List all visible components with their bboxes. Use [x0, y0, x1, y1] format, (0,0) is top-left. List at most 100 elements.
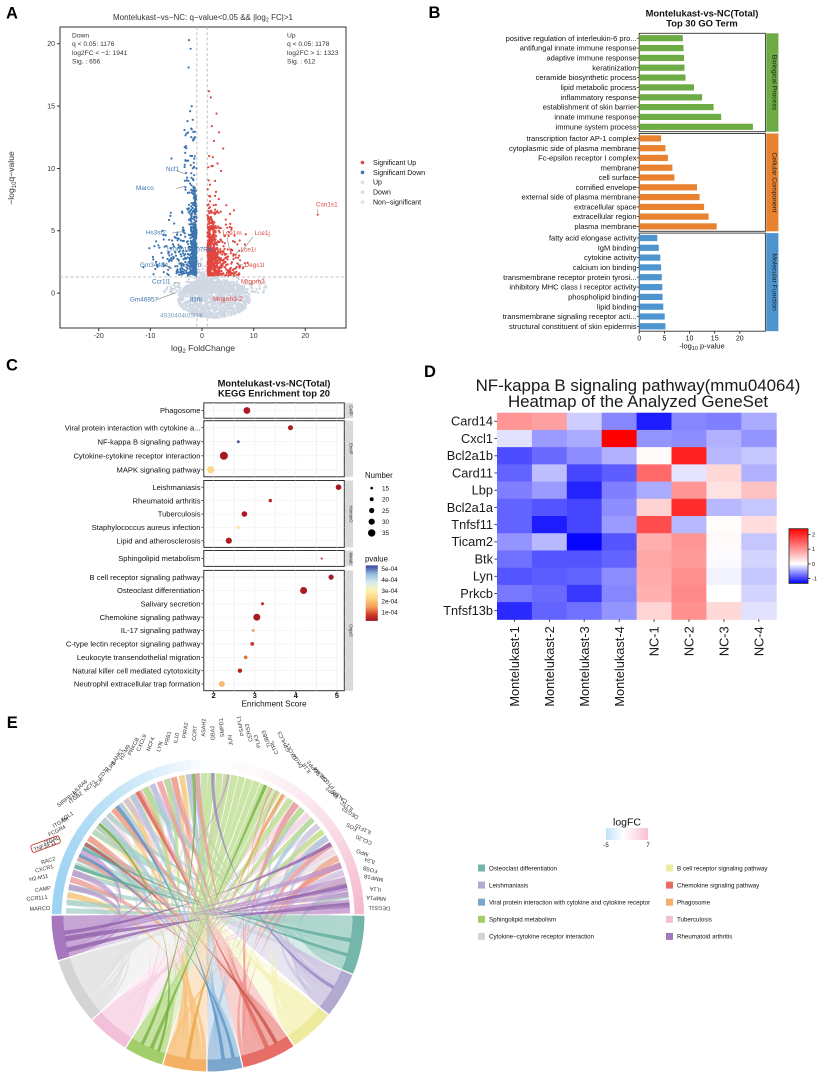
svg-text:Chemokine signaling pathway: Chemokine signaling pathway: [677, 882, 760, 889]
svg-text:NF-kappa B signaling pathway(m: NF-kappa B signaling pathway(mmu04064): [476, 376, 801, 395]
svg-text:30: 30: [382, 519, 390, 526]
svg-text:Montelukast-2: Montelukast-2: [542, 626, 557, 706]
svg-text:Neutrophil extracellular trap: Neutrophil extracellular trap formation: [74, 680, 201, 689]
svg-text:Btk: Btk: [475, 552, 494, 567]
svg-text:adaptive immune response: adaptive immune response: [546, 54, 636, 63]
svg-text:OrgaS: OrgaS: [348, 624, 353, 637]
svg-text:CCR7: CCR7: [192, 726, 199, 741]
svg-text:fatty acid elongase activity: fatty acid elongase activity: [549, 234, 637, 243]
svg-text:Tuberculosis: Tuberculosis: [677, 917, 712, 924]
svg-text:Natural killer cell mediated c: Natural killer cell mediated cytotoxicit…: [72, 666, 200, 675]
svg-text:Fc-epsilon receptor I complex: Fc-epsilon receptor I complex: [538, 154, 637, 163]
svg-text:5: 5: [51, 228, 55, 235]
svg-text:IL24: IL24: [364, 856, 376, 865]
svg-text:cornified envelope: cornified envelope: [576, 183, 637, 192]
svg-text:NC-2: NC-2: [682, 626, 697, 656]
svg-text:Sphingolipid metabolism: Sphingolipid metabolism: [118, 554, 200, 563]
svg-text:Montelukast-3: Montelukast-3: [577, 626, 592, 706]
svg-text:MAPK signaling pathway: MAPK signaling pathway: [117, 466, 201, 475]
svg-text:Montelukast-1: Montelukast-1: [507, 626, 522, 706]
svg-text:E: E: [7, 714, 18, 732]
svg-text:Down: Down: [72, 32, 89, 39]
svg-text:0: 0: [637, 336, 641, 343]
svg-text:HumanD: HumanD: [348, 506, 353, 523]
svg-text:2e-04: 2e-04: [381, 599, 398, 606]
svg-text:-10: -10: [145, 333, 155, 340]
svg-text:CXCR1: CXCR1: [35, 864, 55, 874]
svg-text:transcription factor AP-1 comp: transcription factor AP-1 complex: [526, 134, 636, 143]
svg-text:cytokine activity: cytokine activity: [584, 253, 637, 262]
svg-text:Montelukast-4: Montelukast-4: [612, 626, 627, 706]
svg-text:20: 20: [47, 41, 55, 48]
svg-text:CERS3: CERS3: [244, 723, 254, 742]
svg-text:extracellular region: extracellular region: [573, 212, 636, 221]
svg-text:Gm46957: Gm46957: [130, 297, 159, 304]
svg-text:MPO: MPO: [355, 847, 370, 857]
svg-text:-5: -5: [603, 843, 609, 849]
svg-text:Rheumatoid arthritis: Rheumatoid arthritis: [677, 934, 732, 941]
svg-text:phospholipid binding: phospholipid binding: [568, 293, 636, 302]
svg-text:SMPD1: SMPD1: [219, 718, 227, 737]
svg-text:CAMP: CAMP: [35, 886, 52, 894]
svg-text:Significant Up: Significant Up: [373, 160, 416, 167]
svg-text:35: 35: [382, 530, 390, 537]
svg-text:Cellular Component: Cellular Component: [771, 152, 778, 212]
svg-text:Up: Up: [373, 180, 382, 187]
svg-text:10: 10: [250, 333, 258, 340]
svg-text:Sig. : 656: Sig. : 656: [72, 59, 101, 66]
svg-text:Sig. : 612: Sig. : 612: [287, 59, 316, 66]
svg-text:log2FC > 1: 1323: log2FC > 1: 1323: [287, 50, 339, 57]
svg-text:Bcl2a1b: Bcl2a1b: [447, 448, 493, 463]
svg-text:IL1A: IL1A: [369, 885, 381, 893]
svg-text:3e-04: 3e-04: [381, 588, 398, 595]
svg-text:Cytokine-cytokine receptor int: Cytokine-cytokine receptor interaction: [73, 452, 200, 461]
svg-text:Ccr1l1: Ccr1l1: [152, 279, 171, 286]
svg-text:log2 FoldChange: log2 FoldChange: [171, 343, 235, 355]
svg-text:Metab: Metab: [348, 553, 353, 566]
svg-text:Osteoclast differentiation: Osteoclast differentiation: [117, 586, 200, 595]
svg-text:CellP: CellP: [348, 405, 353, 415]
svg-text:DEGS1L: DEGS1L: [368, 904, 390, 911]
svg-text:Lbp: Lbp: [472, 483, 493, 498]
svg-text:Top 30 GO Term: Top 30 GO Term: [666, 17, 738, 28]
svg-text:5: 5: [335, 691, 340, 700]
svg-text:PRB1: PRB1: [164, 731, 173, 746]
svg-text:NCF4: NCF4: [146, 737, 157, 753]
svg-text:ceramide biosynthetic process: ceramide biosynthetic process: [536, 73, 637, 82]
svg-text:Marco: Marco: [136, 185, 154, 192]
svg-text:Card14: Card14: [451, 414, 493, 429]
svg-text:FOSB: FOSB: [362, 864, 378, 874]
svg-text:5: 5: [662, 336, 666, 343]
svg-text:Gm34484: Gm34484: [140, 262, 169, 269]
svg-text:0: 0: [200, 333, 204, 340]
svg-text:Leishmaniasis: Leishmaniasis: [152, 483, 200, 492]
svg-text:Lipid and atherosclerosis: Lipid and atherosclerosis: [116, 536, 200, 545]
svg-text:IL18: IL18: [302, 762, 313, 774]
svg-text:Down: Down: [373, 190, 391, 197]
svg-text:EnviP: EnviP: [348, 443, 353, 454]
svg-text:Il1f8: Il1f8: [190, 297, 203, 304]
svg-text:Tnfsf11: Tnfsf11: [451, 517, 493, 532]
svg-text:−log10q−value: −log10q−value: [6, 151, 18, 205]
svg-text:innate immune response: innate immune response: [554, 113, 636, 122]
svg-text:ASAH2: ASAH2: [201, 719, 207, 737]
svg-text:logFC: logFC: [613, 817, 641, 829]
svg-text:calcium ion binding: calcium ion binding: [573, 263, 637, 272]
svg-text:CCR1L1: CCR1L1: [26, 895, 48, 903]
svg-text:Cxcl1: Cxcl1: [461, 431, 493, 446]
svg-text:PIRA2: PIRA2: [182, 722, 190, 739]
svg-text:PSAFL1: PSAFL1: [236, 715, 246, 736]
svg-text:-20: -20: [94, 333, 104, 340]
svg-text:immune system process: immune system process: [556, 122, 637, 131]
svg-text:pvalue: pvalue: [365, 555, 388, 564]
svg-text:1700016M07Rik: 1700016M07Rik: [166, 247, 213, 254]
svg-text:Biological Process: Biological Process: [771, 55, 778, 111]
svg-text:7: 7: [646, 843, 650, 849]
svg-text:q < 0.05: 1178: q < 0.05: 1178: [287, 41, 330, 48]
svg-text:Mrgprb3-2: Mrgprb3-2: [213, 296, 243, 303]
svg-text:MMP1A: MMP1A: [366, 894, 386, 902]
svg-text:membrane: membrane: [601, 163, 637, 172]
svg-text:IL10: IL10: [173, 732, 181, 744]
svg-text:Leishmaniasis: Leishmaniasis: [489, 882, 528, 889]
svg-text:Ncf1: Ncf1: [166, 166, 180, 173]
